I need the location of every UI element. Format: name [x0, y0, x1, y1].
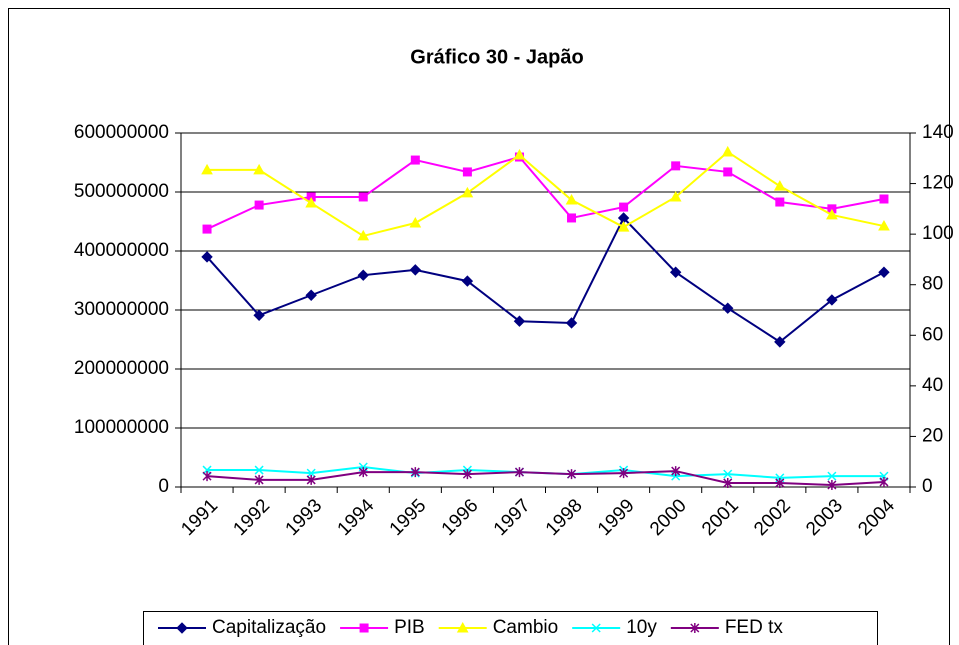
marker — [253, 309, 265, 322]
marker — [773, 180, 786, 191]
marker — [669, 266, 682, 278]
series-line — [206, 155, 885, 230]
marker — [722, 302, 734, 314]
marker — [357, 229, 370, 241]
marker — [202, 224, 212, 234]
marker — [723, 469, 733, 479]
marker — [565, 317, 578, 329]
marker — [567, 469, 577, 480]
y2-tick-label: 40 — [922, 375, 943, 396]
marker — [775, 197, 785, 207]
legend-label: 10y — [626, 617, 657, 638]
marker — [721, 145, 734, 157]
marker — [671, 466, 681, 477]
marker — [201, 163, 213, 175]
marker — [619, 202, 629, 212]
series-line — [206, 470, 885, 486]
marker — [514, 467, 524, 478]
y-tick-label: 600000000 — [74, 122, 169, 143]
y2-tick-label: 120 — [922, 173, 954, 194]
y-tick-label: 400000000 — [74, 240, 169, 261]
marker — [254, 200, 264, 210]
marker — [456, 621, 469, 633]
y2-tick-label: 100 — [922, 223, 954, 244]
marker — [723, 477, 733, 488]
marker — [827, 471, 837, 481]
legend-label: FED tx — [725, 617, 784, 638]
chart-title: Gráfico 30 - Japão — [410, 46, 583, 68]
legend-box — [143, 611, 878, 645]
marker — [617, 221, 630, 232]
marker — [461, 275, 474, 287]
marker — [254, 474, 264, 485]
marker — [826, 208, 838, 220]
marker — [690, 623, 700, 633]
marker — [826, 294, 838, 306]
marker — [671, 161, 681, 171]
marker — [305, 197, 318, 208]
chart-frame — [8, 8, 950, 645]
marker — [879, 476, 889, 487]
marker — [410, 155, 420, 165]
marker — [176, 622, 188, 634]
marker — [410, 467, 420, 478]
marker — [878, 220, 890, 231]
marker — [461, 186, 474, 198]
marker — [774, 336, 786, 348]
marker — [878, 266, 890, 278]
marker — [357, 269, 369, 281]
marker — [358, 192, 368, 202]
marker — [202, 471, 212, 482]
marker — [409, 264, 422, 276]
y2-tick-label: 20 — [922, 425, 943, 446]
legend: Capitalização PIB Cambio 10y FED tx — [143, 611, 878, 645]
marker — [591, 623, 601, 633]
y2-tick-label: 140 — [922, 122, 954, 143]
marker — [462, 469, 472, 480]
y2-tick-label: 0 — [922, 476, 933, 497]
y-tick-label: 300000000 — [74, 299, 169, 320]
marker — [462, 167, 472, 177]
marker — [565, 193, 578, 205]
marker — [513, 315, 526, 327]
series-line — [207, 150, 885, 237]
marker — [359, 623, 369, 633]
marker — [358, 467, 368, 478]
y-tick-label: 0 — [158, 476, 169, 497]
legend-label: PIB — [394, 617, 425, 638]
marker — [775, 477, 785, 488]
marker — [723, 167, 733, 177]
y-tick-label: 100000000 — [74, 417, 169, 438]
marker — [254, 465, 264, 475]
marker — [306, 468, 316, 478]
marker — [669, 190, 682, 202]
legend-label: Capitalização — [212, 617, 326, 638]
marker — [305, 289, 317, 301]
legend-label: Cambio — [493, 617, 558, 638]
marker — [879, 194, 889, 204]
marker — [253, 163, 265, 175]
y2-tick-label: 60 — [922, 324, 943, 345]
marker — [513, 148, 526, 160]
marker — [201, 251, 213, 263]
y-tick-label: 500000000 — [74, 181, 169, 202]
marker — [409, 216, 422, 228]
series-line — [206, 216, 885, 344]
marker — [827, 479, 837, 490]
y2-tick-label: 80 — [922, 274, 943, 295]
marker — [567, 213, 577, 223]
y-tick-label: 200000000 — [74, 358, 169, 379]
marker — [306, 474, 316, 485]
marker — [619, 468, 629, 479]
